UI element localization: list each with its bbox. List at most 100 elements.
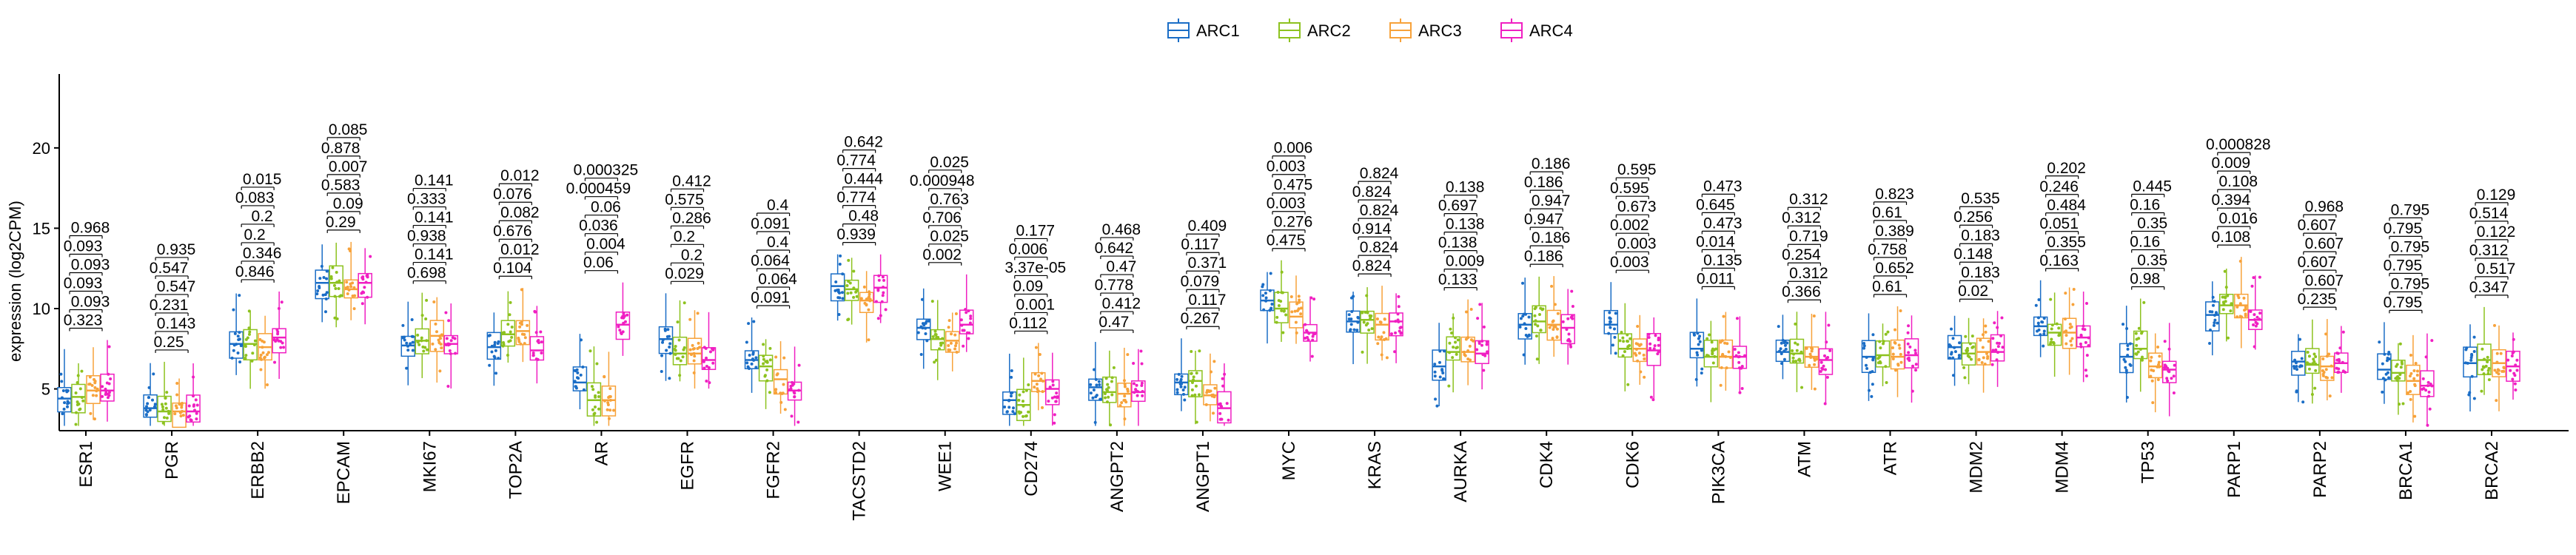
data-point <box>1996 326 1999 329</box>
pvalue-label: 0.09 <box>1013 278 1043 295</box>
data-point <box>1823 368 1827 371</box>
data-point <box>2511 377 2515 381</box>
data-point <box>2307 354 2311 358</box>
pvalue-label: 0.143 <box>157 315 196 332</box>
box-arc2 <box>329 242 343 328</box>
data-point <box>1307 338 1310 342</box>
x-tick-label: FGFR2 <box>764 441 784 500</box>
pvalue-bracket: 0.085 <box>326 121 367 141</box>
data-point <box>2087 336 2090 340</box>
data-point <box>1463 354 1467 357</box>
data-point <box>1021 400 1024 403</box>
data-point <box>1552 319 1555 323</box>
data-point <box>1264 299 1267 303</box>
data-point <box>682 346 686 349</box>
pvalue-label: 0.323 <box>64 312 103 329</box>
pvalue-label: 0.824 <box>1352 184 1392 201</box>
data-point <box>449 339 453 343</box>
data-point <box>518 321 522 325</box>
pvalue-bracket: 0.939 <box>836 226 876 246</box>
data-point <box>1304 323 1307 326</box>
data-point <box>360 302 364 306</box>
data-point <box>2124 366 2127 369</box>
data-point <box>104 387 107 391</box>
data-point <box>265 353 269 357</box>
data-point <box>1626 340 1629 343</box>
pvalue-bracket: 0.006 <box>1272 140 1312 159</box>
box-arc4 <box>100 340 115 422</box>
box-arc1 <box>229 293 244 375</box>
data-point <box>2321 357 2325 360</box>
data-point <box>1626 333 1629 337</box>
pvalue-label: 0.824 <box>1352 258 1392 275</box>
pvalue-bracket: 0.117 <box>1181 236 1220 256</box>
pvalue-bracket: 0.276 <box>1272 214 1312 233</box>
data-point <box>1112 366 1116 369</box>
data-point <box>625 313 629 317</box>
data-point <box>969 314 973 318</box>
data-point <box>2121 323 2125 326</box>
data-point <box>1190 350 1193 354</box>
data-point <box>1469 338 1473 342</box>
data-point <box>146 410 150 414</box>
pvalue-bracket: 0.141 <box>412 172 454 192</box>
pvalue-label: 0.016 <box>2219 210 2258 227</box>
box-arc2 <box>844 258 859 325</box>
box-arc2 <box>1875 323 1891 386</box>
data-point <box>1522 353 1526 357</box>
data-point <box>325 277 329 280</box>
data-point <box>1705 337 1709 340</box>
data-point <box>1036 389 1040 393</box>
data-point <box>2295 365 2298 369</box>
data-point <box>160 403 164 406</box>
data-point <box>230 356 234 360</box>
box-arc1 <box>486 312 502 386</box>
box-arc2 <box>2047 292 2062 377</box>
data-point <box>2294 361 2298 365</box>
data-point <box>921 326 925 330</box>
data-point <box>1740 365 1744 369</box>
data-point <box>540 340 543 344</box>
data-point <box>1035 383 1039 386</box>
data-point <box>1298 298 1301 302</box>
data-point <box>1053 413 1056 417</box>
data-point <box>2295 368 2299 371</box>
data-point <box>665 334 669 338</box>
pvalue-bracket: 0.346 <box>241 245 281 264</box>
pvalue-label: 0.012 <box>500 241 540 258</box>
box-arc3 <box>86 347 101 421</box>
data-point <box>674 349 677 352</box>
data-point <box>1862 342 1866 346</box>
box-arc4 <box>272 291 286 380</box>
box-arc4 <box>1045 352 1060 426</box>
data-point <box>2079 342 2082 346</box>
pvalue-label: 0.148 <box>1953 246 1993 263</box>
data-point <box>364 280 368 284</box>
data-point <box>955 350 959 354</box>
data-point <box>705 365 708 369</box>
data-point <box>1382 331 1386 334</box>
data-point <box>2493 369 2497 372</box>
data-point <box>236 334 240 338</box>
data-point <box>277 306 281 310</box>
data-point <box>1089 391 1093 395</box>
pvalue-label: 0.795 <box>2391 201 2430 218</box>
data-point <box>1438 360 1441 364</box>
data-point <box>954 312 958 315</box>
data-point <box>322 276 326 280</box>
data-point <box>109 377 113 380</box>
legend-label: ARC1 <box>1196 21 1240 40</box>
data-point <box>1737 355 1740 359</box>
data-point <box>147 386 151 389</box>
data-point <box>189 419 193 423</box>
data-point <box>107 345 111 349</box>
data-point <box>1970 334 1974 338</box>
pvalue-bracket: 0.61 <box>1872 204 1908 223</box>
data-point <box>1737 366 1741 370</box>
pvalue-label: 0.706 <box>922 209 962 226</box>
pvalue-bracket: 0.064 <box>756 271 797 290</box>
data-point <box>1018 393 1022 397</box>
data-point <box>1295 309 1299 312</box>
data-point <box>2064 292 2067 295</box>
data-point <box>1899 352 1902 356</box>
